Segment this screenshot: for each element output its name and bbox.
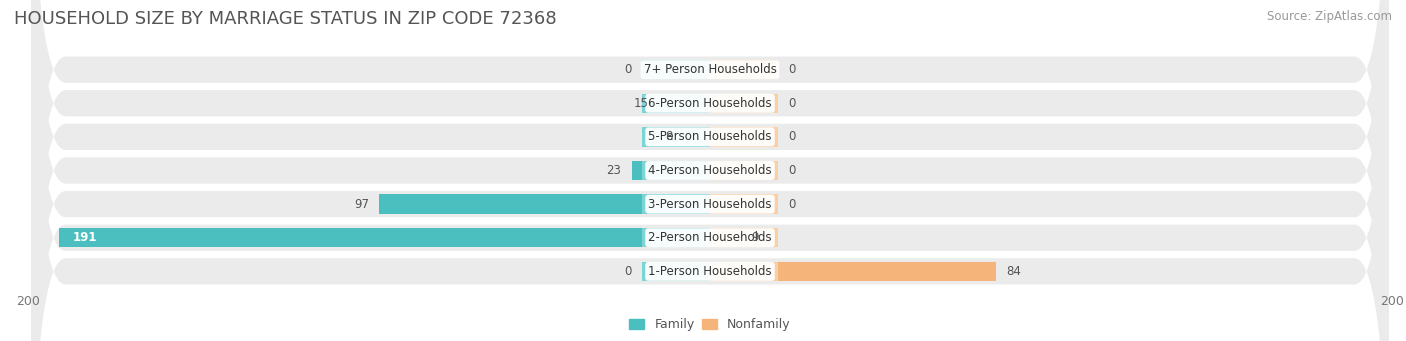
Bar: [710, 93, 779, 113]
Text: 0: 0: [789, 63, 796, 76]
Text: 1-Person Households: 1-Person Households: [648, 265, 772, 278]
Bar: [710, 60, 779, 79]
Bar: [710, 228, 779, 248]
FancyBboxPatch shape: [31, 0, 1389, 341]
FancyBboxPatch shape: [31, 0, 1389, 341]
Text: 0: 0: [624, 63, 631, 76]
Text: 7+ Person Households: 7+ Person Households: [644, 63, 776, 76]
Text: 0: 0: [789, 198, 796, 211]
Bar: [710, 161, 779, 180]
Bar: [59, 228, 710, 248]
Text: 8: 8: [665, 130, 672, 143]
Text: 84: 84: [1007, 265, 1022, 278]
Text: 23: 23: [606, 164, 621, 177]
FancyBboxPatch shape: [31, 0, 1389, 341]
Text: 9: 9: [751, 231, 758, 244]
Text: 97: 97: [354, 198, 370, 211]
Text: 6-Person Households: 6-Person Households: [648, 97, 772, 110]
Bar: [683, 127, 710, 147]
Text: 4-Person Households: 4-Person Households: [648, 164, 772, 177]
Text: 0: 0: [789, 130, 796, 143]
FancyBboxPatch shape: [31, 0, 1389, 341]
Bar: [643, 161, 710, 180]
Bar: [380, 194, 710, 214]
Bar: [710, 228, 741, 248]
Bar: [643, 60, 710, 79]
Text: 2-Person Households: 2-Person Households: [648, 231, 772, 244]
Legend: Family, Nonfamily: Family, Nonfamily: [624, 313, 796, 336]
Text: 5-Person Households: 5-Person Households: [648, 130, 772, 143]
Bar: [643, 228, 710, 248]
Bar: [710, 262, 779, 281]
FancyBboxPatch shape: [31, 0, 1389, 341]
Bar: [643, 262, 710, 281]
Text: HOUSEHOLD SIZE BY MARRIAGE STATUS IN ZIP CODE 72368: HOUSEHOLD SIZE BY MARRIAGE STATUS IN ZIP…: [14, 10, 557, 28]
Bar: [710, 127, 779, 147]
Bar: [631, 161, 710, 180]
FancyBboxPatch shape: [31, 0, 1389, 341]
Text: 0: 0: [789, 97, 796, 110]
Bar: [643, 93, 710, 113]
Text: 0: 0: [624, 265, 631, 278]
Text: 191: 191: [73, 231, 97, 244]
Bar: [659, 93, 710, 113]
Bar: [710, 262, 997, 281]
Bar: [643, 127, 710, 147]
Text: 3-Person Households: 3-Person Households: [648, 198, 772, 211]
Text: Source: ZipAtlas.com: Source: ZipAtlas.com: [1267, 10, 1392, 23]
FancyBboxPatch shape: [31, 0, 1389, 341]
Text: 0: 0: [789, 164, 796, 177]
Bar: [643, 194, 710, 214]
Bar: [710, 194, 779, 214]
Text: 15: 15: [634, 97, 648, 110]
